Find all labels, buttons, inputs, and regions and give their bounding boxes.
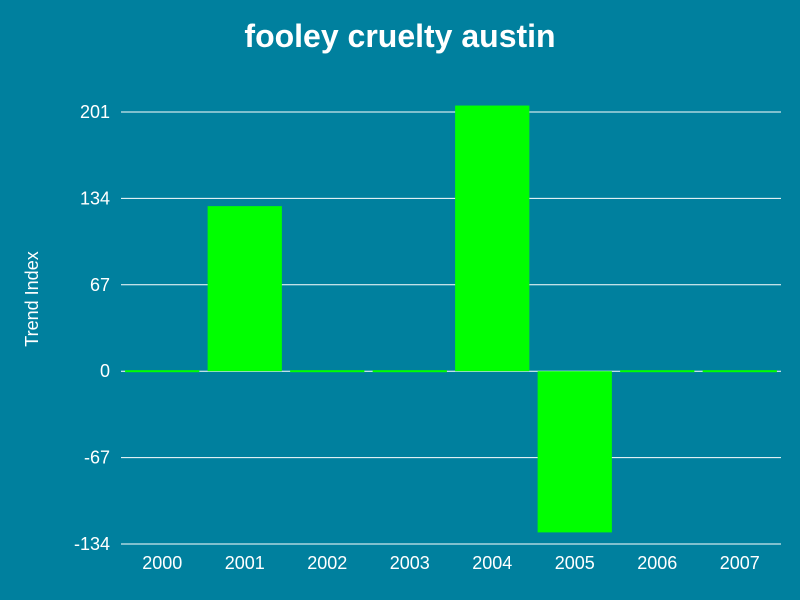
y-tick-label: 0	[100, 361, 110, 381]
bar-2002	[290, 370, 365, 373]
x-tick-label: 2006	[637, 553, 677, 573]
x-tick-label: 2002	[307, 553, 347, 573]
x-tick-label: 2007	[720, 553, 760, 573]
bar-2003	[372, 370, 447, 373]
bar-2007	[702, 370, 777, 373]
y-tick-label: -67	[84, 448, 110, 468]
x-tick-labels: 2000 2001 2002 2003 2004 2005 2006 2007	[142, 553, 760, 573]
y-tick-label: 201	[80, 102, 110, 122]
bar-2001	[207, 206, 282, 372]
x-tick-label: 2005	[555, 553, 595, 573]
y-tick-labels: 201 134 67 0 -67 -134	[74, 102, 110, 554]
bar-2000	[125, 370, 200, 373]
x-tick-label: 2000	[142, 553, 182, 573]
bars	[125, 105, 777, 533]
y-tick-label: 67	[90, 275, 110, 295]
bar-2004	[455, 105, 530, 372]
y-tick-label: -134	[74, 534, 110, 554]
x-tick-label: 2004	[472, 553, 512, 573]
x-tick-label: 2001	[225, 553, 265, 573]
x-tick-label: 2003	[390, 553, 430, 573]
bar-2006	[620, 370, 695, 373]
y-axis-label: Trend Index	[22, 251, 42, 346]
bar-2005	[537, 371, 612, 533]
chart-title: fooley cruelty austin	[244, 18, 555, 54]
y-tick-label: 134	[80, 188, 110, 208]
